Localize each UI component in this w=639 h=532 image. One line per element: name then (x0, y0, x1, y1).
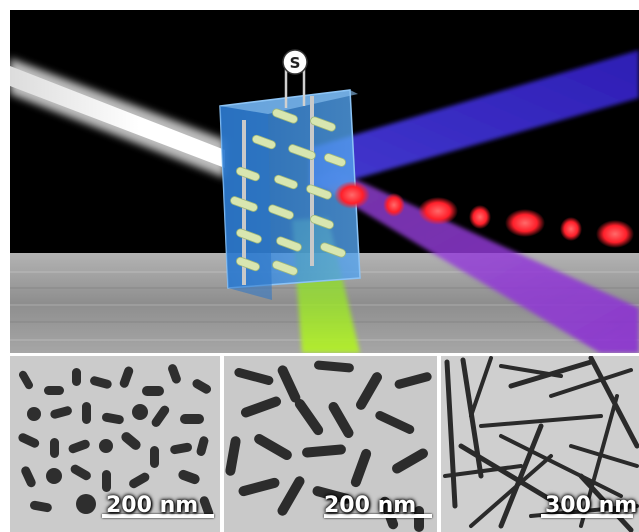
right-electrode (310, 96, 314, 266)
meter-icon (282, 49, 308, 75)
scale-bar (324, 514, 432, 518)
meter-symbol: S (290, 54, 301, 72)
scale-bar (541, 514, 633, 518)
tem-image-long-nanorods: 300 nm (441, 356, 639, 532)
tem-image-medium-nanorods: 200 nm (224, 356, 437, 532)
tem-1-particles (10, 356, 220, 532)
cuvette-top (220, 90, 358, 114)
optical-setup-illustration: S (10, 10, 639, 353)
scale-bar (102, 514, 214, 518)
scale-label: 200 nm (324, 493, 417, 518)
tem-2-particles (224, 356, 437, 532)
scale-label: 300 nm (545, 493, 638, 518)
red-pulse-train (334, 181, 634, 248)
white-light-beam (10, 66, 225, 168)
tem-3-particles (441, 356, 639, 532)
nanorods (230, 108, 346, 276)
scale-label: 200 nm (106, 493, 199, 518)
tem-image-short-nanorods: 200 nm (10, 356, 220, 532)
blue-light-beam (310, 50, 639, 192)
